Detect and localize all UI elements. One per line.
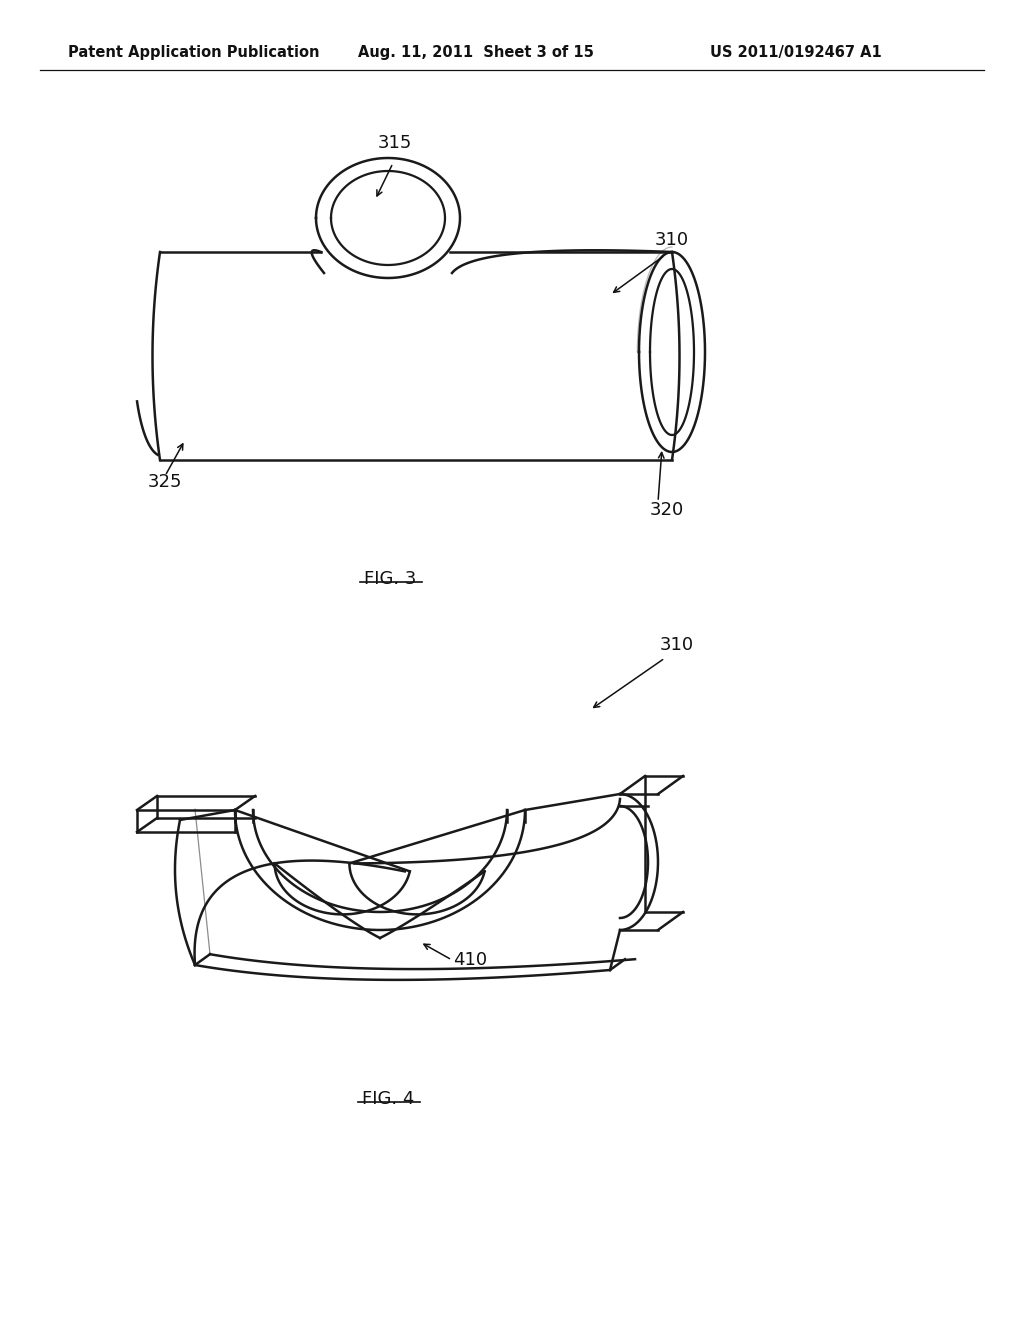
Text: 325: 325 (148, 473, 182, 491)
Text: US 2011/0192467 A1: US 2011/0192467 A1 (710, 45, 882, 59)
Text: 310: 310 (660, 636, 694, 653)
Text: FIG. 3: FIG. 3 (364, 570, 416, 587)
Text: 310: 310 (655, 231, 689, 249)
Text: 315: 315 (378, 135, 413, 152)
Text: FIG. 4: FIG. 4 (361, 1090, 414, 1107)
Text: Aug. 11, 2011  Sheet 3 of 15: Aug. 11, 2011 Sheet 3 of 15 (358, 45, 594, 59)
Text: Patent Application Publication: Patent Application Publication (68, 45, 319, 59)
Text: 410: 410 (453, 950, 487, 969)
Text: 320: 320 (650, 502, 684, 519)
